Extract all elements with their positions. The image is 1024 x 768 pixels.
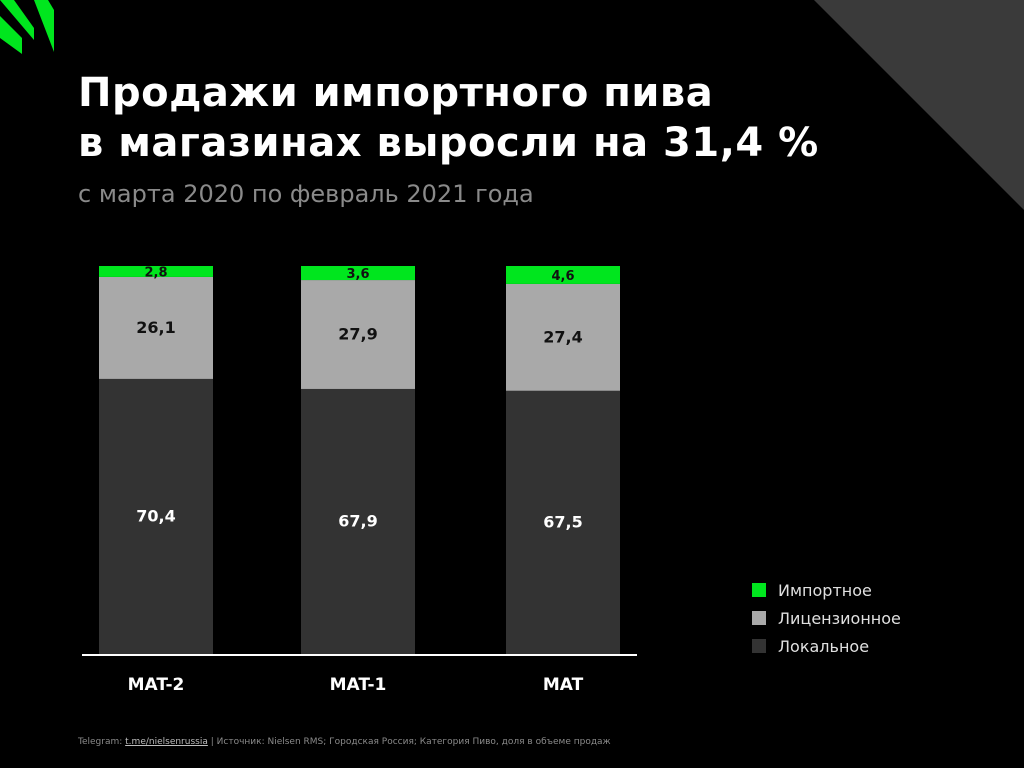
legend-label: Локальное [778,636,870,656]
legend-swatch [752,611,766,625]
data-label: 27,4 [543,327,582,346]
data-label: 27,9 [338,325,377,344]
bar-segment-mat-1-0 [301,388,415,654]
data-label: 4,6 [551,269,574,284]
legend-item: Локальное [752,632,901,660]
legend-label: Лицензионное [778,608,901,628]
x-tick-label: MAT-1 [330,675,387,695]
bar-segment-mat-1-2 [301,266,415,281]
data-label: 3,6 [346,267,369,282]
legend-label: Импортное [778,580,872,600]
bar-segment-mat-2 [506,266,620,284]
footer-source: Источник: Nielsen RMS; Городская Россия;… [216,737,611,747]
x-tick-label: MAT-2 [128,675,185,695]
data-label: 26,1 [136,318,175,337]
data-label: 70,4 [136,506,175,525]
footer-prefix: Telegram: [78,737,123,747]
chart-legend: Импортное Лицензионное Локальное [752,576,901,660]
telegram-link[interactable]: t.me/nielsenrussia [125,737,208,747]
footer: Telegram: t.me/nielsenrussia | Источник:… [78,737,611,747]
bar-segment-mat-0 [506,390,620,654]
nielsen-logo-icon [0,0,54,54]
corner-decoration [814,0,1024,210]
bar-segment-mat-2-0 [99,378,213,654]
data-label: 67,9 [338,511,377,530]
legend-swatch [752,583,766,597]
title-line-1: Продажи импортного пива [78,70,714,116]
bar-segment-mat-2-1 [99,276,213,379]
x-tick-label: MAT [543,675,584,695]
legend-item: Импортное [752,576,901,604]
data-label: 67,5 [543,512,582,531]
bar-segment-mat-2-2 [99,266,213,277]
bar-segment-mat-1 [506,283,620,391]
page-title: Продажи импортного пива в магазинах выро… [78,68,819,168]
legend-item: Лицензионное [752,604,901,632]
title-line-2: в магазинах выросли на 31,4 % [78,120,819,166]
data-label: 2,8 [144,265,167,280]
footer-separator: | [210,737,214,747]
legend-swatch [752,639,766,653]
bar-segment-mat-1-1 [301,280,415,389]
subtitle: с марта 2020 по февраль 2021 года [78,180,534,208]
